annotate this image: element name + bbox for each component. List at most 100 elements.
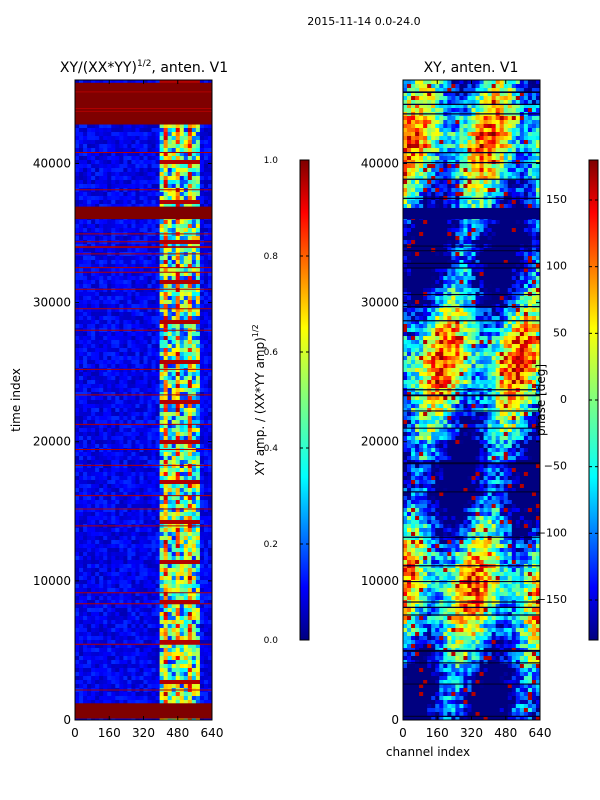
left-heatmap-cell — [103, 424, 108, 429]
left-heatmap-cell — [139, 656, 144, 661]
left-heatmap-cell — [207, 440, 212, 445]
left-heatmap-cell — [151, 424, 157, 429]
left-heatmap-cell — [119, 192, 124, 197]
left-heatmap-cell — [115, 644, 120, 649]
left-heatmap-cell — [159, 156, 165, 161]
left-heatmap-cell — [75, 220, 80, 225]
left-heatmap-cell — [95, 512, 100, 517]
left-heatmap-cell — [199, 200, 205, 205]
left-heatmap-cell — [175, 468, 181, 473]
left-heatmap-cell — [95, 296, 100, 301]
left-heatmap-cell — [195, 556, 201, 561]
left-heatmap-cell — [111, 152, 116, 157]
left-heatmap-cell — [171, 452, 177, 457]
left-heatmap-cell — [103, 492, 108, 497]
left-heatmap-cell — [99, 312, 104, 317]
left-heatmap-cell — [95, 620, 100, 625]
left-heatmap-cell — [139, 644, 144, 649]
left-heatmap-cell — [123, 388, 128, 393]
left-heatmap-cell — [179, 508, 185, 513]
left-heatmap-cell — [163, 568, 169, 573]
left-heatmap-cell — [207, 320, 212, 325]
left-heatmap-cell — [83, 180, 88, 185]
left-heatmap-cell — [87, 488, 92, 493]
left-heatmap-cell — [179, 564, 185, 569]
left-heatmap-cell — [131, 180, 136, 185]
left-heatmap-cell — [147, 124, 153, 129]
left-heatmap-cell — [139, 168, 144, 173]
left-heatmap-cell — [135, 416, 140, 421]
left-heatmap-cell — [199, 376, 205, 381]
left-heatmap-cell — [199, 412, 205, 417]
left-heatmap-cell — [183, 220, 189, 225]
left-heatmap-cell — [199, 184, 205, 189]
left-heatmap-cell — [183, 196, 189, 201]
left-heatmap-cell — [203, 532, 209, 537]
left-heatmap-cell — [183, 376, 189, 381]
left-heatmap-cell — [91, 476, 96, 481]
left-heatmap-cell — [119, 644, 124, 649]
left-heatmap-cell — [119, 260, 124, 265]
left-heatmap-cell — [159, 664, 165, 669]
left-heatmap-cell — [131, 368, 136, 373]
left-heatmap-cell — [87, 588, 92, 593]
left-heatmap-cell — [91, 356, 96, 361]
left-heatmap-cell — [87, 156, 92, 161]
left-heatmap-cell — [91, 568, 96, 573]
left-heatmap-cell — [95, 472, 100, 477]
left-heatmap-cell — [159, 504, 165, 509]
left-heatmap-cell — [83, 128, 88, 133]
left-heatmap-cell — [195, 436, 201, 441]
left-heatmap-cell — [179, 536, 185, 541]
left-heatmap-cell — [195, 320, 201, 325]
left-heatmap-cell — [115, 164, 120, 169]
left-heatmap-cell — [87, 660, 92, 665]
left-heatmap-cell — [75, 464, 80, 469]
left-heatmap-cell — [119, 648, 124, 653]
left-heatmap-cell — [99, 300, 104, 305]
left-heatmap-cell — [147, 284, 153, 289]
left-heatmap-cell — [91, 516, 96, 521]
left-heatmap-cell — [99, 664, 104, 669]
left-heatmap-cell — [75, 164, 80, 169]
left-heatmap-cell — [131, 540, 136, 545]
left-heatmap-cell — [191, 500, 197, 505]
left-heatmap-cell — [99, 332, 104, 337]
left-heatmap-cell — [131, 256, 136, 261]
left-heatmap-cell — [99, 444, 104, 449]
left-heatmap-cell — [183, 420, 189, 425]
left-heatmap-cell — [195, 604, 201, 609]
left-heatmap-cell — [107, 148, 112, 153]
left-heatmap-cell — [167, 508, 173, 513]
left-heatmap-cell — [99, 556, 104, 561]
left-heatmap-cell — [207, 352, 212, 357]
left-heatmap-cell — [151, 536, 157, 541]
left-heatmap-cell — [123, 168, 128, 173]
left-heatmap-cell — [75, 612, 80, 617]
left-heatmap-cell — [131, 644, 136, 649]
left-heatmap-cell — [87, 612, 92, 617]
left-heatmap-cell — [163, 180, 169, 185]
left-heatmap-cell — [91, 348, 96, 353]
left-heatmap-cell — [107, 264, 112, 269]
left-heatmap-cell — [127, 588, 132, 593]
left-heatmap-cell — [91, 268, 96, 273]
left-heatmap-cell — [131, 388, 136, 393]
left-heatmap-cell — [127, 320, 132, 325]
left-heatmap-cell — [199, 472, 205, 477]
left-heatmap-cell — [143, 600, 149, 605]
left-heatmap-cell — [195, 300, 201, 305]
left-heatmap-cell — [119, 132, 124, 137]
left-heatmap-cell — [195, 600, 201, 605]
left-heatmap-cell — [207, 432, 212, 437]
left-heatmap-cell — [135, 300, 140, 305]
left-heatmap-cell — [207, 172, 212, 177]
left-heatmap-cell — [195, 484, 201, 489]
left-heatmap-cell — [175, 476, 181, 481]
left-heatmap-cell — [187, 380, 193, 385]
left-heatmap-cell — [159, 556, 165, 561]
left-heatmap-cell — [107, 408, 112, 413]
left-heatmap-cell — [147, 432, 153, 437]
left-heatmap-cell — [111, 372, 116, 377]
left-heatmap-cell — [199, 632, 205, 637]
